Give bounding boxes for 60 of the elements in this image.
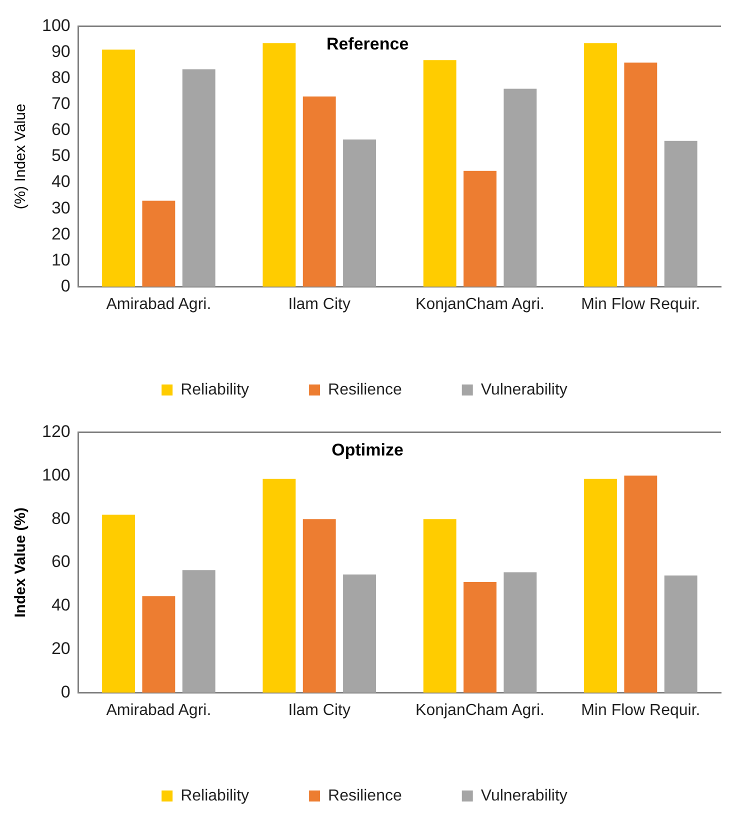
y-tick-label: 0 [60,682,70,702]
x-tick-label: Amirabad Agri. [106,296,212,313]
bar [664,140,698,287]
x-tick-label: KonjanCham Agri. [416,296,544,313]
bar [664,576,698,693]
bar [142,200,176,287]
legend-label: Resilience [328,381,402,398]
x-tick-label: KonjanCham Agri. [416,702,544,719]
y-tick-label: 80 [51,68,70,88]
y-tick-label: 60 [51,552,70,572]
legend-label: Resilience [328,787,402,804]
y-tick-label: 10 [51,250,70,270]
y-tick-label: 20 [51,224,70,244]
y-tick-label: 0 [60,276,70,296]
bar [504,88,537,287]
y-tick-label: 40 [51,596,70,615]
bar [464,582,496,693]
y-tick-label: 100 [42,465,70,484]
text: Optimize [332,440,404,460]
bar [464,170,496,287]
bar [504,572,537,693]
bar [102,514,135,693]
legend-label: Vulnerability [480,381,568,398]
y-tick-label: 20 [51,639,70,658]
bar [302,96,336,287]
bar [584,43,617,287]
y-tick-label: 60 [51,120,70,140]
y-tick-label: 40 [51,172,70,192]
bar [302,519,336,693]
x-tick-label: Min Flow Requir. [581,296,700,313]
bar [182,570,216,693]
x-tick-label: Amirabad Agri. [106,702,212,719]
x-tick-label: Ilam City [288,702,350,719]
bar [624,62,658,287]
y-axis-title: (%) Index Value [12,104,30,210]
y-tick-label: 70 [51,94,70,114]
bar [102,50,135,287]
y-tick-label: 100 [42,16,70,35]
bar [343,574,376,693]
bar [584,478,617,693]
x-tick-label: Ilam City [288,296,350,313]
y-tick-label: 90 [51,42,70,61]
y-tick-label: 30 [51,198,70,218]
y-tick-label: 80 [51,508,70,528]
bar [423,60,456,287]
bar [262,43,296,287]
legend-label: Reliability [180,381,250,398]
bar [142,596,176,693]
y-tick-label: 120 [42,422,70,441]
bar [343,140,376,287]
y-axis-title: Index Value (%) [12,507,30,618]
legend-label: Vulnerability [480,787,568,804]
x-tick-label: Min Flow Requir. [581,702,700,719]
y-tick-label: 50 [51,146,70,166]
text: Reference [326,34,409,54]
bar [182,69,216,287]
legend-label: Reliability [180,787,250,804]
bar [624,476,658,693]
bar [262,478,296,693]
bar [423,519,456,693]
